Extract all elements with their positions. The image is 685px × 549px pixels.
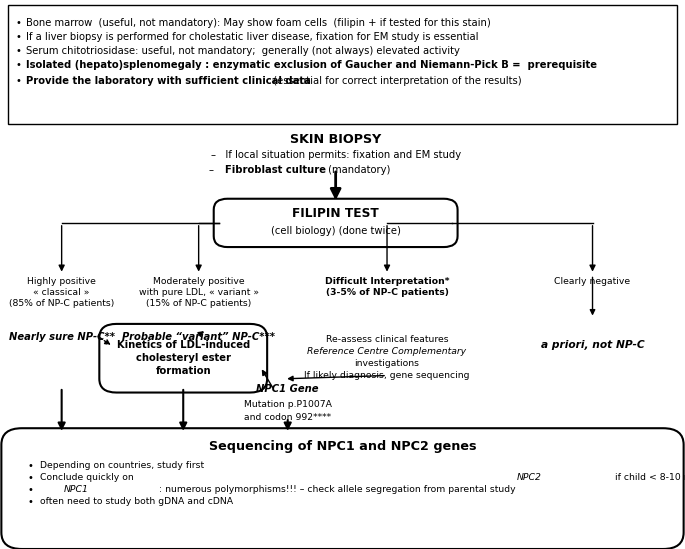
- Text: •: •: [15, 60, 21, 70]
- Text: Serum chitotriosidase: useful, not mandatory;  generally (not always) elevated a: Serum chitotriosidase: useful, not manda…: [26, 46, 460, 56]
- Text: Bone marrow  (useful, not mandatory): May show foam cells  (filipin + if tested : Bone marrow (useful, not mandatory): May…: [26, 18, 490, 27]
- Text: Difficult Interpretation*
(3-5% of NP-C patients): Difficult Interpretation* (3-5% of NP-C …: [325, 277, 449, 298]
- Text: and codon 992****: and codon 992****: [244, 413, 332, 422]
- Text: Nearly sure NP-C**: Nearly sure NP-C**: [9, 332, 114, 342]
- Text: Mutation p.P1007A: Mutation p.P1007A: [244, 400, 332, 408]
- Text: If a liver biopsy is performed for cholestatic liver disease, fixation for EM st: If a liver biopsy is performed for chole…: [26, 32, 479, 42]
- Text: investigations: investigations: [355, 359, 419, 368]
- Text: –   If local situation permits: fixation and EM study: – If local situation permits: fixation a…: [210, 150, 461, 160]
- Text: if child < 8-10 months: if child < 8-10 months: [612, 473, 685, 482]
- FancyBboxPatch shape: [99, 324, 267, 393]
- Text: •: •: [15, 76, 21, 86]
- FancyBboxPatch shape: [214, 199, 458, 247]
- Text: NPC1: NPC1: [64, 485, 88, 494]
- Text: (essential for correct interpretation of the results): (essential for correct interpretation of…: [267, 76, 522, 86]
- Text: Fibroblast culture: Fibroblast culture: [225, 165, 325, 175]
- Text: NPC2: NPC2: [517, 473, 542, 482]
- Text: •: •: [15, 46, 21, 56]
- Text: : numerous polymorphisms!!! – check allele segregation from parental study: : numerous polymorphisms!!! – check alle…: [159, 485, 516, 494]
- Text: Isolated (hepato)splenomegaly : enzymatic exclusion of Gaucher and Niemann-Pick : Isolated (hepato)splenomegaly : enzymati…: [26, 60, 597, 70]
- Text: Highly positive
« classical »
(85% of NP-C patients): Highly positive « classical » (85% of NP…: [9, 277, 114, 309]
- Text: FILIPIN TEST: FILIPIN TEST: [292, 206, 379, 220]
- Text: Kinetics of LDL-induced
cholesteryl ester
formation: Kinetics of LDL-induced cholesteryl este…: [116, 340, 250, 377]
- Text: Probable “variant” NP-C***: Probable “variant” NP-C***: [122, 332, 275, 342]
- Text: •: •: [27, 473, 34, 483]
- FancyBboxPatch shape: [1, 428, 684, 549]
- Text: a priori, not NP-C: a priori, not NP-C: [540, 340, 645, 350]
- Text: If likely diagnosis, gene sequencing: If likely diagnosis, gene sequencing: [304, 371, 470, 380]
- Text: SKIN BIOPSY: SKIN BIOPSY: [290, 133, 382, 146]
- Text: Reference Centre Complementary: Reference Centre Complementary: [308, 347, 466, 356]
- Text: Conclude quickly on: Conclude quickly on: [40, 473, 136, 482]
- Text: •: •: [27, 497, 34, 507]
- Text: (mandatory): (mandatory): [325, 165, 390, 175]
- Text: Provide the laboratory with sufficient clinical data: Provide the laboratory with sufficient c…: [26, 76, 311, 86]
- FancyBboxPatch shape: [8, 5, 677, 124]
- Text: •: •: [15, 18, 21, 27]
- Text: NPC1 Gene: NPC1 Gene: [256, 384, 319, 394]
- Text: •: •: [27, 461, 34, 471]
- Text: often need to study both gDNA and cDNA: often need to study both gDNA and cDNA: [40, 497, 233, 506]
- Text: Sequencing of NPC1 and NPC2 genes: Sequencing of NPC1 and NPC2 genes: [209, 440, 476, 453]
- Text: –: –: [209, 165, 223, 175]
- Text: •: •: [15, 32, 21, 42]
- Text: Re-assess clinical features: Re-assess clinical features: [325, 335, 449, 344]
- Text: Moderately positive
with pure LDL, « variant »
(15% of NP-C patients): Moderately positive with pure LDL, « var…: [138, 277, 259, 309]
- Text: Depending on countries, study first: Depending on countries, study first: [40, 461, 207, 470]
- Text: Clearly negative: Clearly negative: [554, 277, 631, 286]
- Text: •: •: [27, 485, 34, 495]
- Text: (cell biology) (done twice): (cell biology) (done twice): [271, 226, 401, 236]
